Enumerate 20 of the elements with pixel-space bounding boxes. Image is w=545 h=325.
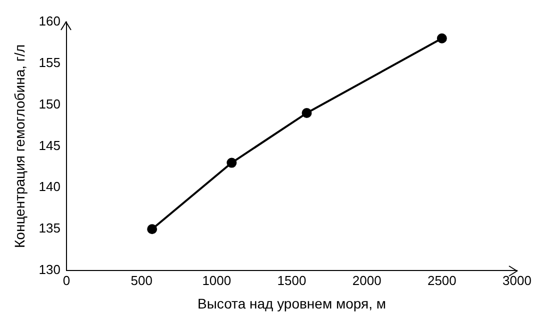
x-tick-label: 500 — [130, 272, 152, 288]
x-tick-label: 1000 — [202, 272, 232, 288]
x-tick-label: 2000 — [352, 272, 382, 288]
y-tick-label: 155 — [38, 54, 60, 70]
x-axis-title: Высота над уровнем моря, м — [198, 295, 386, 312]
point — [147, 224, 158, 234]
x-tick-label: 1500 — [277, 272, 306, 288]
y-tick-label: 135 — [38, 220, 60, 236]
y-tick-label: 160 — [38, 13, 60, 28]
x-tick-label: 3000 — [502, 272, 532, 288]
point — [226, 158, 237, 168]
y-tick-label: 150 — [38, 96, 60, 112]
point — [436, 33, 447, 44]
x-tick-label: 2500 — [427, 272, 456, 288]
point — [302, 108, 312, 118]
y-axis-title: Концентрация гемоглобина, г/л — [11, 44, 28, 248]
y-tick-label: 130 — [38, 262, 60, 278]
y-tick-label: 140 — [38, 179, 60, 194]
y-tick-label: 145 — [38, 138, 60, 153]
x-tick-label: 0 — [62, 272, 70, 288]
